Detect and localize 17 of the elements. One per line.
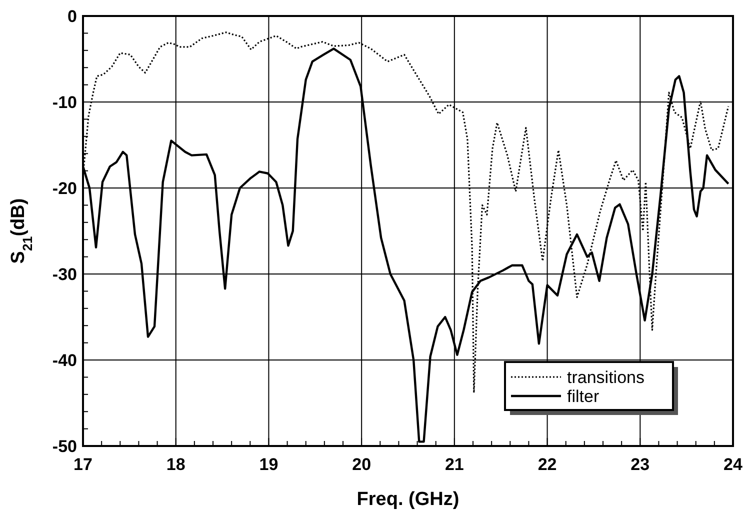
y-tick-label: -10 — [52, 93, 77, 112]
x-tick-label: 24 — [724, 455, 743, 474]
x-tick-label: 19 — [259, 455, 278, 474]
y-tick-label: -30 — [52, 265, 77, 284]
x-tick-label: 18 — [166, 455, 186, 474]
y-tick-label: -50 — [52, 437, 77, 456]
legend-label: filter — [567, 387, 600, 406]
x-tick-label: 23 — [630, 455, 650, 474]
legend-label: transitions — [567, 368, 644, 387]
x-tick-label: 20 — [352, 455, 372, 474]
y-tick-label: 0 — [68, 7, 77, 26]
y-tick-label: -40 — [52, 351, 77, 370]
x-axis-title: Freq. (GHz) — [356, 489, 460, 510]
x-tick-label: 17 — [74, 455, 92, 474]
y-tick-label: -20 — [52, 179, 77, 198]
x-tick-label: 22 — [538, 455, 557, 474]
x-tick-label: 21 — [444, 455, 464, 474]
